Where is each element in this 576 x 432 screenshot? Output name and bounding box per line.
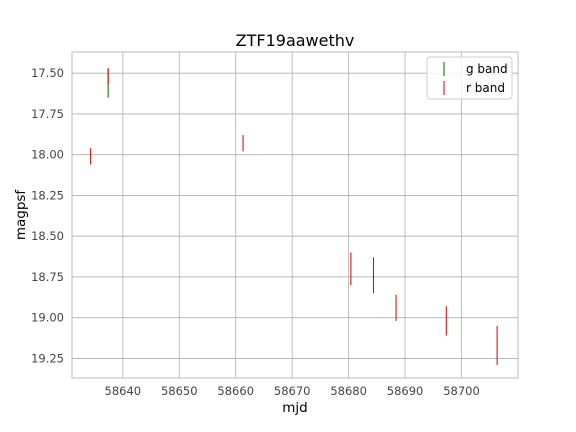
x-tick-label: 58640 (105, 384, 142, 398)
y-axis-label: magpsf (13, 189, 29, 241)
y-tick-label: 18.75 (31, 270, 64, 284)
x-tick-label: 58660 (217, 384, 254, 398)
x-tick-label: 58650 (161, 384, 198, 398)
x-tick-label: 58700 (443, 384, 480, 398)
y-tick-label: 18.25 (31, 188, 64, 202)
y-axis-ticks: 17.50 17.75 18.00 18.25 18.50 18.75 19.00 19.25 (31, 66, 64, 365)
data-series (90, 68, 498, 365)
y-tick-label: 17.75 (31, 107, 64, 121)
grid (72, 52, 518, 378)
x-tick-label: 58680 (330, 384, 367, 398)
legend-box (426, 56, 513, 100)
chart-title: ZTF19aawethv (236, 31, 355, 50)
y-tick-label: 19.25 (31, 351, 64, 365)
y-tick-label: 18.50 (31, 229, 64, 243)
plot-frame (71, 51, 519, 379)
x-axis-ticks: 58640 58650 58660 58670 58680 58690 58700 (105, 384, 480, 398)
legend-label-g-band: g band (466, 62, 508, 76)
y-tick-label: 17.50 (31, 66, 64, 80)
x-tick-label: 58670 (274, 384, 311, 398)
legend-label-r-band: r band (466, 81, 505, 95)
x-tick-label: 58690 (387, 384, 424, 398)
legend: g band r band (426, 56, 513, 100)
y-tick-label: 18.00 (31, 148, 64, 162)
y-tick-label: 19.00 (31, 311, 64, 325)
x-axis-label: mjd (282, 400, 307, 416)
